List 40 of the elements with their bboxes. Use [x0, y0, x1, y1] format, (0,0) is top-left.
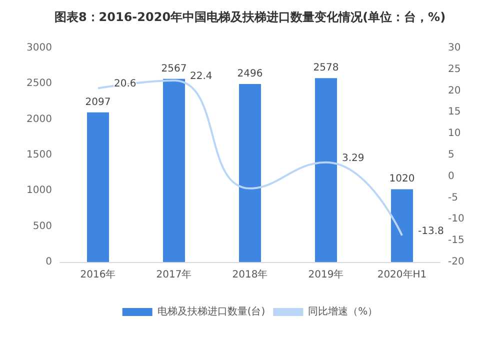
y2-tick-label: 20	[448, 85, 461, 96]
x-tick-label: 2016年	[80, 268, 116, 280]
y-tick-label: 500	[32, 220, 52, 232]
bar	[163, 78, 185, 262]
y2-tick-label: 0	[448, 170, 454, 182]
chart-title: 图表8：2016-2020年中国电梯及扶梯进口数量变化情况(单位：台，%)	[54, 10, 446, 24]
data-label: 2578	[313, 62, 339, 74]
y-tick-label: 2500	[26, 78, 52, 90]
y-tick-label: 1000	[26, 185, 52, 196]
data-label: 22.4	[190, 71, 212, 82]
data-label: -13.8	[418, 226, 444, 237]
data-label: 2567	[161, 63, 187, 74]
data-label: 3.29	[342, 152, 364, 164]
data-label: 20.6	[114, 78, 136, 90]
bar	[315, 78, 337, 262]
y-tick-label: 1500	[26, 150, 52, 160]
legend-label: 同比增速（%）	[308, 306, 378, 318]
y2-tick-label: 25	[448, 64, 461, 75]
y2-tick-label: -5	[448, 192, 458, 204]
bar	[391, 189, 413, 262]
y2-tick-label: 30	[448, 42, 461, 54]
y2-tick-label: 5	[448, 150, 454, 160]
x-tick-label: 2018年	[232, 268, 268, 280]
bar	[239, 84, 261, 262]
data-label: 2496	[237, 68, 263, 80]
y-tick-label: 2000	[26, 114, 52, 125]
y2-tick-label: -15	[448, 235, 464, 246]
y2-tick-label: -20	[448, 256, 464, 268]
y2-tick-label: 15	[448, 106, 461, 118]
x-tick-label: 2017年	[156, 268, 192, 280]
data-label: 2097	[85, 96, 111, 108]
y-tick-label: 0	[46, 256, 52, 268]
y2-tick-label: 10	[448, 128, 461, 140]
y-tick-label: 3000	[26, 42, 52, 54]
x-tick-label: 2020年H1	[377, 268, 427, 280]
x-tick-label: 2019年	[308, 268, 344, 280]
legend-label: 电梯及扶梯进口数量(台)	[157, 306, 266, 318]
bar	[87, 112, 109, 262]
y2-tick-label: -10	[448, 214, 464, 225]
data-label: 1020	[389, 174, 415, 185]
